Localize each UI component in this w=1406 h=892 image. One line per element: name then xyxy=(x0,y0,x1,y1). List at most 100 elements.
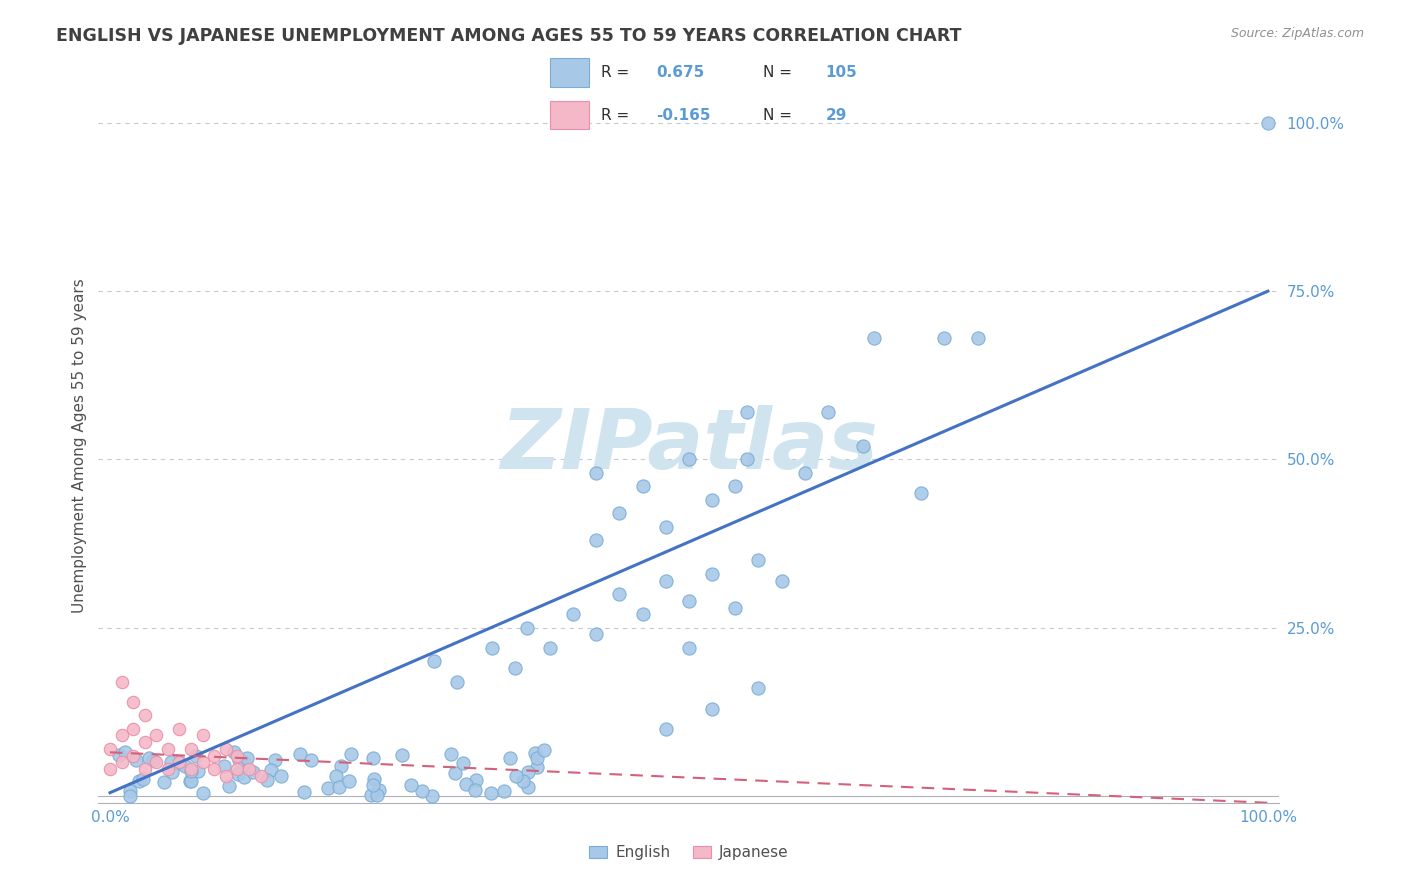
Point xyxy=(167,755,190,769)
Point xyxy=(585,466,607,480)
Point xyxy=(288,747,311,762)
Point xyxy=(724,600,747,615)
Point xyxy=(481,640,503,655)
Point xyxy=(226,767,249,781)
Point xyxy=(215,742,238,756)
Point xyxy=(202,762,225,776)
Point xyxy=(145,756,167,770)
Bar xyxy=(550,101,589,129)
Point xyxy=(411,783,433,797)
Point xyxy=(464,783,486,797)
Point xyxy=(156,762,179,776)
Point xyxy=(631,479,654,493)
Point xyxy=(328,780,350,795)
Point xyxy=(391,747,413,762)
Point xyxy=(492,784,515,798)
Point xyxy=(191,756,214,770)
Point xyxy=(793,466,815,480)
Point xyxy=(145,729,167,743)
Point xyxy=(967,331,990,345)
Point xyxy=(167,756,190,770)
Point xyxy=(655,520,678,534)
Point xyxy=(108,748,131,763)
Point xyxy=(585,533,607,548)
Text: 105: 105 xyxy=(825,65,858,79)
Point xyxy=(366,788,388,802)
Point xyxy=(174,759,197,773)
Point xyxy=(169,756,191,770)
Point xyxy=(160,764,183,779)
Point xyxy=(503,661,526,675)
Point xyxy=(562,607,585,622)
Text: N =: N = xyxy=(762,65,792,79)
Point xyxy=(233,770,256,784)
Point xyxy=(218,779,240,793)
Point xyxy=(325,769,347,783)
Point xyxy=(339,747,361,761)
Point xyxy=(122,695,145,709)
Point xyxy=(700,566,723,581)
Text: ENGLISH VS JAPANESE UNEMPLOYMENT AMONG AGES 55 TO 59 YEARS CORRELATION CHART: ENGLISH VS JAPANESE UNEMPLOYMENT AMONG A… xyxy=(56,27,962,45)
Point xyxy=(747,681,769,696)
Bar xyxy=(550,58,589,87)
Point xyxy=(609,587,631,601)
Point xyxy=(523,747,546,761)
Point xyxy=(479,786,502,800)
Point xyxy=(202,748,225,763)
Point xyxy=(454,777,477,791)
Point xyxy=(110,756,132,770)
Point xyxy=(118,789,141,803)
Point xyxy=(735,452,758,467)
Point xyxy=(134,762,156,776)
Point xyxy=(631,607,654,622)
Point xyxy=(128,774,150,789)
Point xyxy=(533,743,555,757)
Legend: English, Japanese: English, Japanese xyxy=(583,839,794,866)
Point xyxy=(186,748,208,763)
Point xyxy=(98,742,121,756)
Point xyxy=(499,751,522,765)
Point xyxy=(256,773,278,788)
Point xyxy=(817,405,839,419)
Point xyxy=(134,735,156,749)
Point xyxy=(226,748,249,763)
Point xyxy=(180,742,202,756)
Point xyxy=(337,773,360,788)
Point xyxy=(655,722,678,736)
Point xyxy=(423,655,446,669)
Text: N =: N = xyxy=(762,108,792,122)
Point xyxy=(517,780,540,794)
Point xyxy=(122,748,145,763)
Point xyxy=(655,574,678,588)
Point xyxy=(292,785,315,799)
Text: R =: R = xyxy=(602,65,630,79)
Point xyxy=(191,729,214,743)
Point xyxy=(932,331,955,345)
Point xyxy=(585,627,607,641)
Point xyxy=(516,765,538,780)
Point xyxy=(187,764,209,779)
Point xyxy=(238,762,260,776)
Point xyxy=(226,762,249,776)
Point xyxy=(512,774,534,789)
Point xyxy=(263,753,285,767)
Point xyxy=(98,762,121,776)
Point xyxy=(910,486,932,500)
Point xyxy=(526,751,548,765)
Point xyxy=(852,439,875,453)
Point xyxy=(316,781,339,796)
Point xyxy=(420,789,443,803)
Point xyxy=(212,759,235,773)
Text: Source: ZipAtlas.com: Source: ZipAtlas.com xyxy=(1230,27,1364,40)
Y-axis label: Unemployment Among Ages 55 to 59 years: Unemployment Among Ages 55 to 59 years xyxy=(72,278,87,614)
Point xyxy=(360,788,382,802)
Point xyxy=(124,753,146,767)
Point xyxy=(363,750,385,764)
Point xyxy=(114,745,136,759)
Point xyxy=(361,778,384,792)
Point xyxy=(465,773,488,788)
Point xyxy=(120,784,142,798)
Point xyxy=(222,745,245,759)
Point xyxy=(169,722,191,736)
Point xyxy=(735,405,758,419)
